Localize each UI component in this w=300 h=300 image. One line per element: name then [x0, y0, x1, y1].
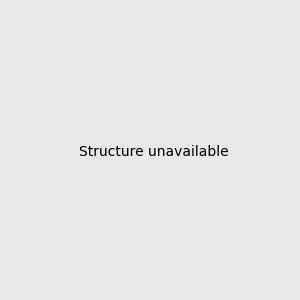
Text: Structure unavailable: Structure unavailable: [79, 145, 229, 158]
